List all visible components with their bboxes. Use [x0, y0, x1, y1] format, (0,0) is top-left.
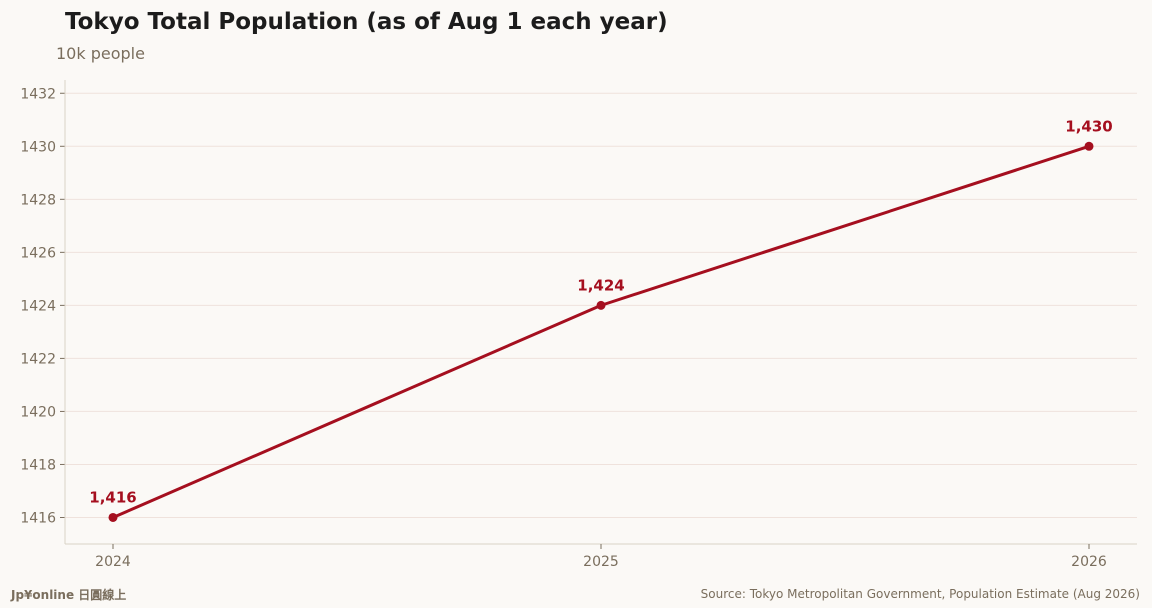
- data-label: 1,416: [89, 488, 136, 506]
- y-tick-label: 1430: [20, 139, 56, 155]
- data-label-layer: 1,416 1,424 1,430: [89, 117, 1112, 506]
- chart-title: Tokyo Total Population (as of Aug 1 each…: [65, 9, 668, 35]
- y-tick-label: 1420: [20, 404, 56, 420]
- y-tick-label: 1424: [20, 298, 56, 314]
- y-tick-label: 1416: [20, 510, 56, 526]
- data-point: [108, 512, 118, 522]
- source-footer: Source: Tokyo Metropolitan Government, P…: [700, 587, 1140, 601]
- y-tick-label: 1432: [20, 86, 56, 102]
- series-layer: [108, 141, 1094, 522]
- y-tick-label: 1428: [20, 192, 56, 208]
- y-tick-label: 1422: [20, 351, 56, 367]
- series-line: [111, 144, 1091, 519]
- x-tick-label: 2024: [95, 554, 131, 570]
- data-label: 1,424: [577, 276, 624, 294]
- brand-footer: Jp¥online 日圓線上: [11, 588, 127, 602]
- data-point: [596, 300, 606, 310]
- y-tick-label: 1426: [20, 245, 56, 261]
- data-label: 1,430: [1065, 117, 1112, 135]
- x-tick-label: 2025: [583, 554, 619, 570]
- chart-subtitle: 10k people: [56, 44, 145, 63]
- x-tick-label: 2026: [1071, 554, 1107, 570]
- data-point: [1084, 141, 1094, 151]
- grid-lines: [65, 92, 1137, 518]
- y-tick-label: 1418: [20, 457, 56, 473]
- axes: 1416 1418 1420 1422 1424 1426 1428 1430 1432 2024…: [20, 80, 1137, 570]
